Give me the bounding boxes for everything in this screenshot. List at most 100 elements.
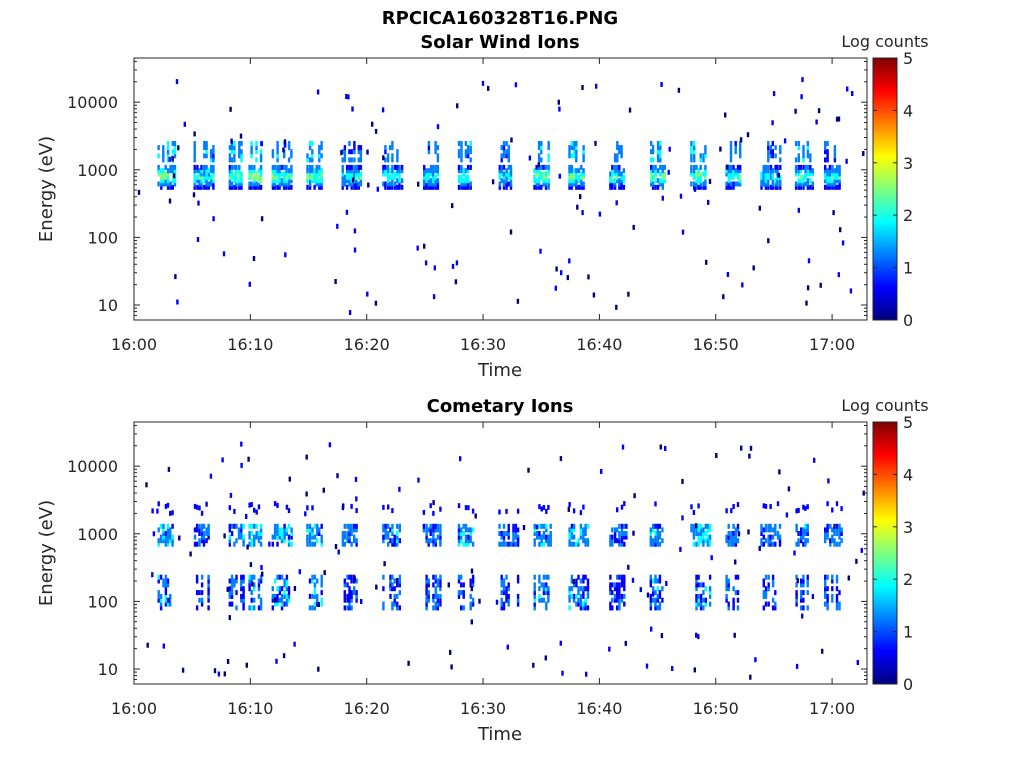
heatmap-cell xyxy=(240,441,243,447)
heatmap-cell xyxy=(570,181,573,187)
heatmap-cell xyxy=(434,523,437,529)
heatmap-cell xyxy=(778,523,782,529)
heatmap-cell xyxy=(695,184,698,190)
heatmap-cell xyxy=(240,527,243,533)
heatmap-cell xyxy=(287,523,291,529)
heatmap-cell xyxy=(250,149,253,155)
heatmap-cell xyxy=(427,527,430,533)
heatmap-cell xyxy=(749,445,753,451)
heatmap-cell xyxy=(652,541,655,547)
heatmap-cell xyxy=(162,168,165,174)
heatmap-cell xyxy=(398,527,401,533)
heatmap-cell xyxy=(343,149,347,155)
heatmap-cell xyxy=(568,178,571,184)
heatmap-cell xyxy=(769,168,773,174)
heatmap-cell xyxy=(802,582,805,588)
heatmap-cell xyxy=(159,605,163,611)
heatmap-cell xyxy=(771,178,774,184)
heatmap-cell xyxy=(661,174,664,180)
heatmap-cell xyxy=(654,574,657,580)
heatmap-cell xyxy=(771,184,774,190)
heatmap-cell xyxy=(651,591,655,597)
heatmap-cell xyxy=(799,178,802,184)
heatmap-cell xyxy=(764,171,768,177)
heatmap-cell xyxy=(613,178,617,184)
heatmap-cell xyxy=(690,141,693,146)
heatmap-cell xyxy=(739,145,742,151)
heatmap-cell xyxy=(237,527,241,533)
heatmap-cell xyxy=(611,605,614,611)
heatmap-cell xyxy=(500,597,503,603)
heatmap-cell xyxy=(235,178,238,184)
heatmap-cell xyxy=(809,171,812,177)
heatmap-cell xyxy=(620,597,624,603)
heatmap-cell xyxy=(507,164,510,170)
heatmap-cell xyxy=(651,145,655,151)
heatmap-cell xyxy=(230,157,234,163)
heatmap-cell xyxy=(507,582,510,588)
heatmap-cell xyxy=(308,531,312,536)
heatmap-cell xyxy=(353,164,356,170)
heatmap-cell xyxy=(600,468,603,474)
heatmap-cell xyxy=(760,184,763,190)
heatmap-cell xyxy=(287,597,291,603)
heatmap-cell xyxy=(240,181,243,187)
heatmap-cell xyxy=(838,605,841,611)
heatmap-cell xyxy=(212,178,215,184)
heatmap-cell xyxy=(806,504,809,510)
heatmap-cell xyxy=(198,505,201,511)
heatmap-cell xyxy=(828,178,832,184)
heatmap-cell xyxy=(471,541,475,547)
heatmap-cell xyxy=(762,541,765,547)
heatmap-cell xyxy=(308,527,312,533)
heatmap-cell xyxy=(195,504,199,510)
heatmap-cell xyxy=(507,597,510,603)
heatmap-cell xyxy=(500,153,503,159)
heatmap-cell xyxy=(240,531,243,536)
heatmap-cell xyxy=(697,538,700,544)
heatmap-cell xyxy=(725,578,728,584)
heatmap-cell xyxy=(290,531,293,536)
heatmap-cell xyxy=(168,598,171,603)
heatmap-cell xyxy=(516,593,520,599)
heatmap-cell xyxy=(838,523,841,529)
heatmap-cell xyxy=(658,578,662,584)
heatmap-cell xyxy=(805,300,808,306)
heatmap-cell xyxy=(313,593,317,599)
heatmap-cell xyxy=(195,527,199,533)
heatmap-cell xyxy=(343,531,346,536)
heatmap-cell xyxy=(575,171,578,177)
heatmap-cell xyxy=(382,538,385,544)
heatmap-cell xyxy=(166,538,170,544)
heatmap-cell xyxy=(316,538,319,544)
cometary-axes-box xyxy=(133,421,868,685)
heatmap-cell xyxy=(346,605,349,611)
heatmap-cell xyxy=(704,168,707,174)
heatmap-cell xyxy=(242,593,245,599)
heatmap-cell xyxy=(253,178,256,184)
heatmap-cell xyxy=(545,538,548,544)
heatmap-cell xyxy=(838,184,841,190)
heatmap-cell xyxy=(795,590,798,596)
heatmap-cell xyxy=(764,527,768,533)
heatmap-cell xyxy=(348,164,351,170)
heatmap-cell xyxy=(151,572,154,578)
heatmap-cell xyxy=(313,178,316,184)
heatmap-cell xyxy=(659,164,662,170)
heatmap-cell xyxy=(699,523,703,529)
heatmap-cell xyxy=(248,523,251,529)
heatmap-cell xyxy=(164,586,168,592)
heatmap-cell xyxy=(431,171,435,177)
heatmap-cell xyxy=(436,597,439,603)
heatmap-cell xyxy=(502,601,506,607)
heatmap-cell xyxy=(826,181,829,187)
heatmap-cell xyxy=(207,578,210,584)
heatmap-cell xyxy=(695,174,698,180)
heatmap-cell xyxy=(436,157,440,163)
heatmap-cell xyxy=(162,582,165,588)
heatmap-cell xyxy=(826,527,829,533)
heatmap-cell xyxy=(616,164,619,170)
heatmap-cell xyxy=(389,527,392,533)
heatmap-cell xyxy=(276,597,279,603)
heatmap-cell xyxy=(547,504,550,510)
